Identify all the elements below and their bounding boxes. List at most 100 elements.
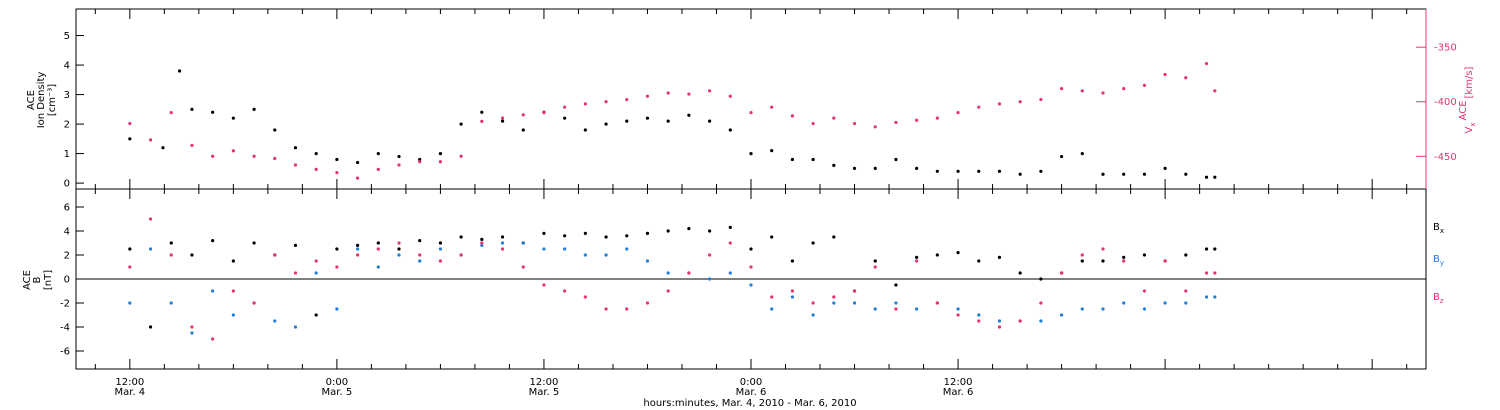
- point-ion-density: [376, 151, 380, 156]
- point-bx: [169, 241, 173, 245]
- point-by: [293, 325, 298, 329]
- legend-by-main: B: [1433, 254, 1440, 265]
- point-bz: [832, 295, 836, 299]
- point-ion-density: [521, 128, 525, 132]
- point-by: [1101, 307, 1105, 311]
- point-ion-density: [625, 119, 629, 123]
- point-bx: [707, 229, 712, 233]
- point-ion-density: [1184, 172, 1188, 176]
- point-vx: [728, 94, 732, 98]
- point-bx: [1204, 247, 1209, 251]
- point-bx: [832, 235, 836, 239]
- x-tick-label-date: Mar. 5: [529, 387, 560, 398]
- point-bx: [1101, 259, 1105, 263]
- point-bx: [873, 259, 877, 263]
- point-ion-density: [355, 160, 360, 165]
- point-bz: [418, 253, 422, 257]
- point-ion-density: [687, 113, 691, 117]
- point-by: [707, 277, 712, 281]
- point-bz: [1059, 271, 1064, 275]
- point-bz: [480, 241, 484, 245]
- point-bx: [790, 259, 795, 263]
- point-bz: [977, 319, 981, 323]
- point-vx: [1018, 100, 1022, 104]
- point-vx: [1080, 89, 1084, 93]
- point-by: [355, 247, 360, 251]
- point-ion-density: [211, 110, 215, 114]
- point-bx: [1122, 255, 1126, 259]
- point-ion-density: [1213, 175, 1217, 179]
- point-ion-density: [894, 157, 898, 162]
- legend-bz-sub: z: [1440, 297, 1444, 305]
- point-vx: [1059, 87, 1064, 91]
- point-ion-density: [190, 107, 194, 111]
- point-vx: [915, 118, 919, 122]
- point-bz: [355, 253, 360, 257]
- point-bx: [376, 241, 380, 245]
- point-bz: [169, 253, 173, 257]
- point-ion-density: [252, 107, 256, 111]
- point-vx: [314, 167, 318, 171]
- point-vx: [935, 116, 939, 120]
- point-bz: [1039, 301, 1043, 305]
- point-vx: [480, 119, 484, 123]
- point-ion-density: [231, 116, 235, 120]
- x-tick-label-time: 0:00: [740, 377, 762, 388]
- point-bx: [625, 234, 629, 238]
- point-bz: [687, 271, 691, 275]
- point-bx: [542, 231, 546, 235]
- point-bz: [666, 289, 670, 293]
- point-vx: [500, 116, 505, 120]
- point-by: [956, 307, 960, 311]
- point-by: [148, 247, 153, 251]
- point-bx: [293, 243, 298, 247]
- point-bz: [935, 301, 939, 305]
- point-bx: [563, 234, 567, 238]
- point-ion-density: [1101, 172, 1105, 176]
- point-bx: [894, 283, 898, 287]
- point-bz: [397, 241, 401, 245]
- point-vx: [749, 111, 753, 115]
- point-ion-density: [604, 122, 608, 126]
- point-bx: [1213, 247, 1217, 251]
- point-bx: [687, 227, 691, 231]
- point-by: [645, 259, 650, 263]
- point-by: [314, 271, 318, 275]
- point-vx: [604, 100, 608, 104]
- point-vx: [273, 156, 277, 161]
- point-by: [604, 253, 608, 257]
- density-ylabel-line1: ACE: [26, 90, 37, 110]
- point-ion-density: [997, 169, 1002, 173]
- point-ion-density: [314, 151, 318, 156]
- x-tick-label-date: Mar. 5: [322, 387, 353, 398]
- point-ion-density: [397, 154, 401, 159]
- point-bz: [128, 265, 132, 269]
- point-bz: [190, 325, 194, 329]
- point-by: [190, 331, 194, 335]
- point-bz: [1163, 259, 1167, 263]
- point-vx: [852, 121, 857, 126]
- point-bx: [997, 255, 1002, 259]
- point-by: [169, 301, 173, 305]
- point-ion-density: [335, 157, 339, 162]
- point-bz: [770, 295, 774, 299]
- point-ion-density: [459, 122, 463, 126]
- point-bx: [397, 247, 401, 251]
- point-ion-density: [873, 166, 877, 170]
- y-tick-label: 6: [64, 203, 70, 214]
- point-bz: [1213, 271, 1217, 275]
- point-ion-density: [1080, 151, 1084, 156]
- legend-by: By: [1433, 254, 1444, 267]
- point-vx: [355, 176, 360, 180]
- point-vx: [1122, 87, 1126, 91]
- y-tick-label: -2: [60, 299, 70, 310]
- point-vx: [1039, 97, 1043, 102]
- point-by: [728, 271, 732, 275]
- y-tick-label: 2: [64, 120, 70, 131]
- point-bz: [583, 295, 587, 299]
- point-by: [915, 307, 919, 311]
- point-by: [500, 241, 505, 245]
- density-ylabel-line2: Ion Density: [36, 72, 47, 129]
- point-vx: [211, 154, 215, 158]
- point-by: [873, 307, 877, 311]
